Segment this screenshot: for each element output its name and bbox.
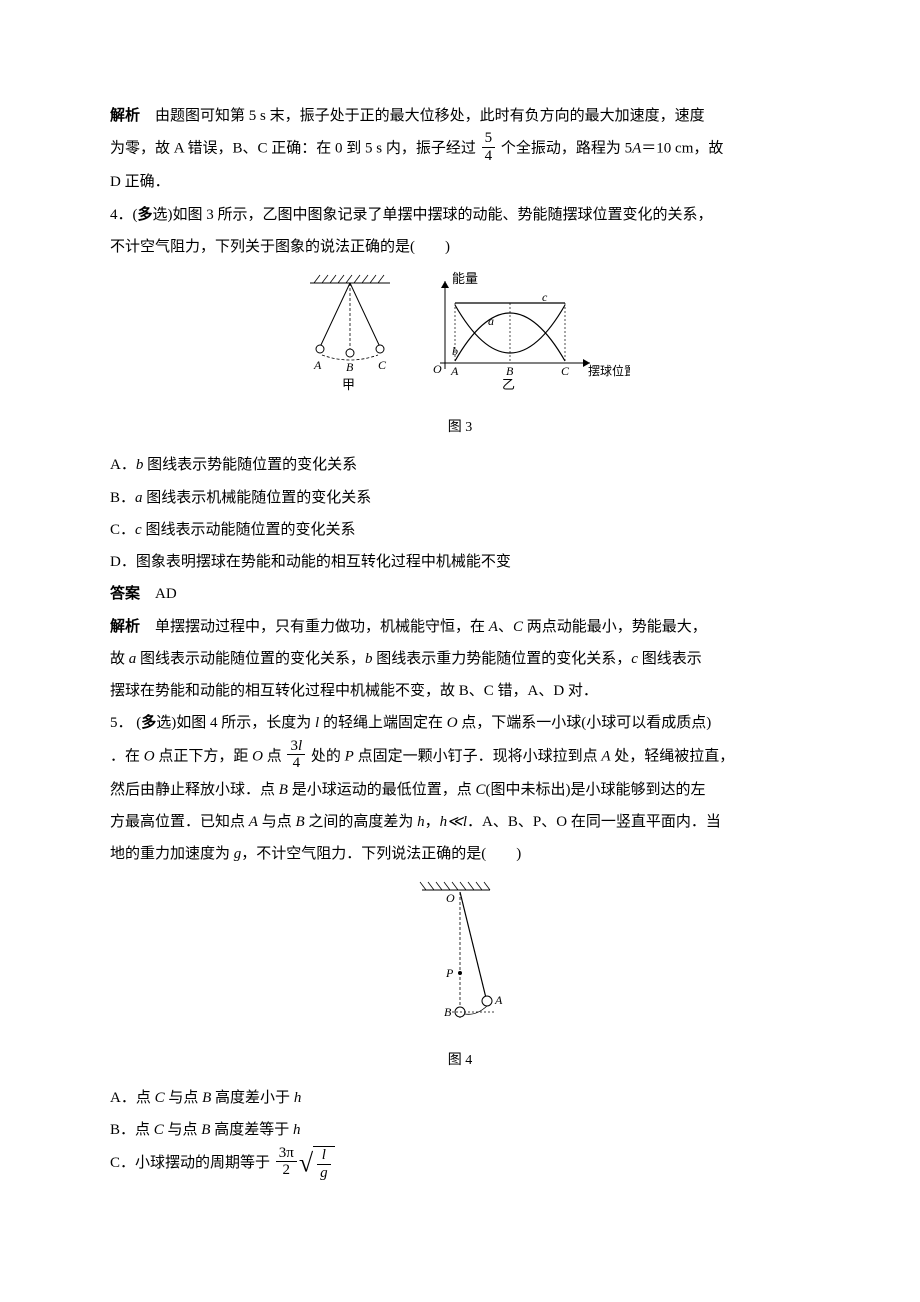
svg-text:A: A: [313, 358, 322, 372]
q3-analysis-line2: 为零，故 A 错误，B、C 正确：在 0 到 5 s 内，振子经过 5 4 个全…: [110, 132, 810, 166]
svg-text:A: A: [494, 993, 503, 1007]
svg-text:甲: 甲: [342, 377, 355, 392]
fig3-left-pendulum: A B C 甲: [310, 275, 390, 392]
svg-text:C: C: [561, 364, 570, 378]
q3-analysis-line3: D 正确．: [110, 166, 810, 198]
q5-option-c: C．小球摆动的周期等于 3π 2 √ l g: [110, 1146, 810, 1181]
svg-text:B: B: [444, 1005, 452, 1019]
fraction-3pi-2: 3π 2: [276, 1145, 297, 1179]
sqrt-l-over-g: √ l g: [299, 1146, 335, 1181]
figure-3: A B C 甲 能量 摆球位置 O c a: [110, 271, 810, 443]
q4-option-a: A．b 图线表示势能随位置的变化关系: [110, 449, 810, 481]
q4-stem-line1: 4．(多选)如图 3 所示，乙图中图象记录了单摆中摆球的动能、势能随摆球位置变化…: [110, 199, 810, 231]
q4-option-b: B．a 图线表示机械能随位置的变化关系: [110, 482, 810, 514]
svg-text:摆球位置: 摆球位置: [588, 363, 630, 378]
q5-stem-line3: 然后由静止释放小球．点 B 是小球运动的最低位置，点 C(图中未标出)是小球能够…: [110, 774, 810, 806]
figure-3-caption: 图 3: [110, 413, 810, 443]
fraction-5-4: 5 4: [482, 130, 496, 164]
q3-analysis-text-2c: ＝10 cm，故: [641, 141, 723, 157]
analysis-label: 解析: [110, 618, 140, 635]
q3-analysis-text-2b: 个全振动，路程为 5: [501, 141, 632, 157]
fraction-3l-4: 3l 4: [287, 738, 305, 772]
figure-4-svg: O P A B: [400, 878, 520, 1033]
analysis-label: 解析: [110, 107, 140, 124]
svg-text:P: P: [445, 966, 454, 980]
svg-text:O: O: [446, 891, 455, 905]
q5-stem-line2: ．在 O 点正下方，距 O 点 3l 4 处的 P 点固定一颗小钉子．现将小球拉…: [110, 740, 810, 774]
svg-text:C: C: [378, 358, 387, 372]
q5-stem-line4: 方最高位置．已知点 A 与点 B 之间的高度差为 h，h≪l．A、B、P、O 在…: [110, 806, 810, 838]
var-A: A: [632, 141, 641, 157]
q4-stem-line2: 不计空气阻力，下列关于图象的说法正确的是( ): [110, 231, 810, 263]
q4-analysis-line2: 故 a 图线表示动能随位置的变化关系，b 图线表示重力势能随位置的变化关系，c …: [110, 643, 810, 675]
svg-text:乙: 乙: [502, 377, 515, 392]
figure-3-svg: A B C 甲 能量 摆球位置 O c a: [290, 271, 630, 401]
svg-text:a: a: [488, 314, 494, 328]
svg-text:B: B: [506, 364, 514, 378]
q3-analysis-text-2a: 为零，故 A 错误，B、C 正确：在 0 到 5 s 内，振子经过: [110, 141, 476, 157]
svg-text:A: A: [450, 364, 459, 378]
fig3-right-energy: 能量 摆球位置 O c a b A B C 乙: [433, 271, 630, 392]
svg-text:O: O: [433, 362, 442, 376]
q5-option-b: B．点 C 与点 B 高度差等于 h: [110, 1114, 810, 1146]
q5-stem-line1: 5． (多选)如图 4 所示，长度为 l 的轻绳上端固定在 O 点，下端系一小球…: [110, 707, 810, 739]
figure-4: O P A B 图 4: [110, 878, 810, 1075]
q4-option-d: D．图象表明摆球在势能和动能的相互转化过程中机械能不变: [110, 546, 810, 578]
svg-text:能量: 能量: [452, 271, 478, 286]
q3-analysis-line1: 解析 由题图可知第 5 s 末，振子处于正的最大位移处，此时有负方向的最大加速度…: [110, 100, 810, 132]
svg-text:c: c: [542, 290, 548, 304]
q5-option-a: A．点 C 与点 B 高度差小于 h: [110, 1082, 810, 1114]
q5-stem-line5: 地的重力加速度为 g，不计空气阻力．下列说法正确的是( ): [110, 838, 810, 870]
q3-analysis-text-1: 由题图可知第 5 s 末，振子处于正的最大位移处，此时有负方向的最大加速度，速度: [155, 108, 705, 124]
q4-option-c: C．c 图线表示动能随位置的变化关系: [110, 514, 810, 546]
answer-label: 答案: [110, 585, 140, 602]
document-page: 解析 由题图可知第 5 s 末，振子处于正的最大位移处，此时有负方向的最大加速度…: [0, 0, 920, 1302]
svg-text:B: B: [346, 360, 354, 374]
figure-4-caption: 图 4: [110, 1046, 810, 1076]
q4-answer: 答案 AD: [110, 578, 810, 610]
q4-answer-value: AD: [155, 586, 177, 602]
q4-analysis-line3: 摆球在势能和动能的相互转化过程中机械能不变，故 B、C 错，A、D 对．: [110, 675, 810, 707]
q4-analysis-line1: 解析 单摆摆动过程中，只有重力做功，机械能守恒，在 A、C 两点动能最小，势能最…: [110, 611, 810, 643]
